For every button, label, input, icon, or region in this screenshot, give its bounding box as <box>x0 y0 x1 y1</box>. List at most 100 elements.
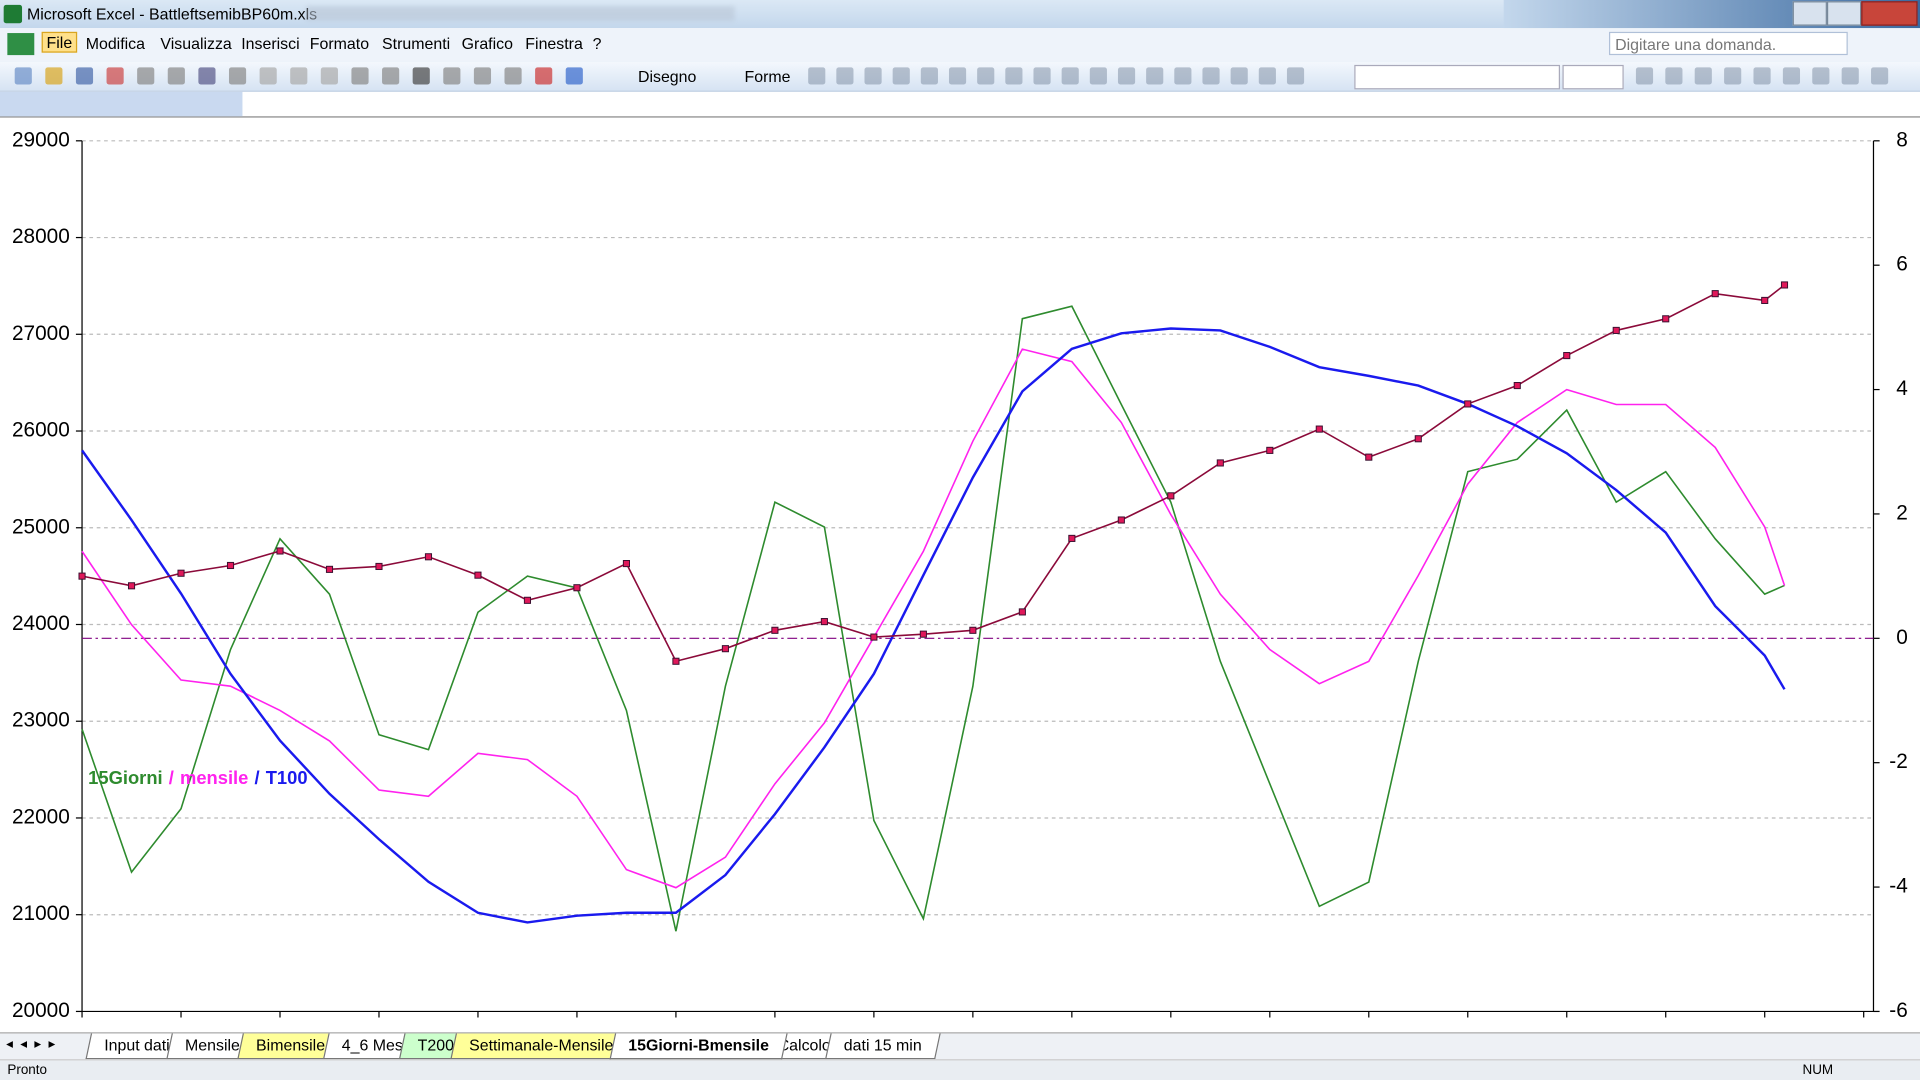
menu-item[interactable]: Inserisci <box>241 34 300 53</box>
toolbar-icon[interactable] <box>290 67 308 85</box>
toolbar-icon[interactable] <box>412 67 430 85</box>
menu-item[interactable]: Finestra <box>525 34 583 53</box>
toolbar-icon[interactable] <box>535 67 553 85</box>
toolbar-icon[interactable] <box>228 67 247 85</box>
maximize-button[interactable] <box>1826 1 1862 26</box>
toolbar-icon[interactable] <box>1230 67 1248 85</box>
tab-label: dati 15 min <box>843 1035 922 1055</box>
data-marker <box>1414 435 1422 443</box>
y2-tick-label: -2 <box>1889 750 1907 773</box>
toolbar-icon[interactable] <box>864 67 882 85</box>
toolbar-icon[interactable] <box>808 67 826 85</box>
toolbar-icon[interactable] <box>1694 67 1712 85</box>
toolbar-icon[interactable] <box>1724 67 1742 85</box>
toolbar-icon[interactable] <box>1871 67 1889 85</box>
y-tick-label: 21000 <box>12 902 70 925</box>
sheet-tab[interactable]: Settimanale-Mensile <box>450 1033 632 1060</box>
toolbar-icon[interactable] <box>198 67 216 85</box>
menu-item[interactable]: ? <box>592 34 602 53</box>
menu-item[interactable]: Modifica <box>85 34 146 53</box>
data-marker <box>969 626 977 634</box>
toolbar-icon[interactable] <box>1753 67 1771 85</box>
toolbar-icon[interactable] <box>106 67 124 85</box>
num-lock: NUM <box>1802 1062 1834 1078</box>
menu-item[interactable]: Grafico <box>461 34 513 53</box>
name-box[interactable] <box>0 91 243 117</box>
toolbar-icon[interactable] <box>1841 67 1859 85</box>
data-marker <box>1315 425 1323 433</box>
toolbar-icon[interactable] <box>1258 67 1276 85</box>
toolbar-icon[interactable] <box>45 67 63 85</box>
toolbar-icon[interactable] <box>443 67 461 85</box>
sheet-tab[interactable]: 15Giorni-Bmensile <box>609 1033 788 1060</box>
tab-label: 4_6 Mesi <box>341 1035 407 1055</box>
menu-item[interactable]: Formato <box>309 34 370 53</box>
close-button[interactable] <box>1861 1 1918 26</box>
data-marker <box>226 561 235 570</box>
y-tick-label: 20000 <box>12 999 70 1022</box>
toolbar-icon[interactable] <box>1174 67 1192 85</box>
toolbar-icon[interactable] <box>1782 67 1801 85</box>
data-marker <box>1761 296 1769 304</box>
menu-item[interactable]: Visualizza <box>160 34 232 53</box>
toolbar-icon[interactable] <box>1089 67 1107 85</box>
toolbar-icon[interactable] <box>1033 67 1051 85</box>
toolbar-icon[interactable] <box>167 67 185 85</box>
toolbar-icon[interactable] <box>1005 67 1023 85</box>
toolbar-icon[interactable] <box>977 67 995 85</box>
toolbar-icon[interactable] <box>1146 67 1164 85</box>
legend-separator: / <box>169 767 174 788</box>
toolbar-icon[interactable] <box>137 67 155 85</box>
data-marker <box>177 569 185 577</box>
data-marker <box>523 596 532 604</box>
toolbar-icon[interactable] <box>320 67 338 85</box>
toolbar-icon[interactable] <box>565 67 583 85</box>
series-line <box>81 327 1786 924</box>
toolbar-icon[interactable] <box>892 67 910 85</box>
toolbar-icon[interactable] <box>259 67 277 85</box>
toolbar-icon[interactable] <box>1635 67 1654 85</box>
data-marker <box>1365 453 1373 461</box>
data-marker <box>721 645 729 653</box>
toolbar-icon[interactable] <box>920 67 938 85</box>
menu-item[interactable]: File <box>41 31 78 53</box>
help-search[interactable]: Digitare una domanda. <box>1608 31 1848 56</box>
y2-tick-label: 6 <box>1896 253 1908 276</box>
toolbar-icon[interactable] <box>351 67 369 85</box>
toolbar-icon[interactable] <box>836 67 854 85</box>
sheet-tab[interactable]: dati 15 min <box>825 1033 941 1060</box>
toolbar-icon[interactable] <box>75 67 94 85</box>
toolbar-icon[interactable] <box>504 67 522 85</box>
toolbar-icon[interactable] <box>948 67 967 85</box>
toolbar-icon[interactable] <box>1812 67 1830 85</box>
toolbar-icon[interactable] <box>1665 67 1683 85</box>
toolbar: Disegno Forme <box>0 61 1920 92</box>
data-marker <box>1612 326 1620 334</box>
y-tick-label: 29000 <box>12 128 70 151</box>
doc-icon <box>7 33 35 56</box>
shapes-menu[interactable]: Forme <box>744 67 791 86</box>
legend-separator: / <box>255 767 260 788</box>
menu-item[interactable]: Strumenti <box>382 34 451 53</box>
toolbar-icon[interactable] <box>1117 67 1136 85</box>
data-marker <box>1216 459 1224 467</box>
window-title: Microsoft Excel - BattleftsemibBP60m.xls <box>26 4 318 24</box>
tab-label: 15Giorni-Bmensile <box>628 1035 769 1055</box>
tab-scroll-buttons[interactable]: ◂◂▸▸ <box>6 1037 63 1052</box>
toolbar-icon[interactable] <box>1061 67 1079 85</box>
size-box[interactable] <box>1562 64 1624 90</box>
font-box[interactable] <box>1354 64 1561 90</box>
toolbar-icon[interactable] <box>382 67 400 85</box>
drawing-menu[interactable]: Disegno <box>637 67 697 86</box>
data-marker <box>1780 281 1789 289</box>
y-tick-label: 24000 <box>12 612 70 635</box>
toolbar-icon[interactable] <box>473 67 492 85</box>
series-line <box>81 284 1785 663</box>
toolbar-icon[interactable] <box>1202 67 1220 85</box>
toolbar-icon[interactable] <box>1286 67 1305 85</box>
data-marker <box>1018 608 1026 616</box>
minimize-button[interactable] <box>1792 1 1827 26</box>
chart: 20000 21000 22000 23000 24000 25000 26000 27000… <box>12 128 1908 1022</box>
toolbar-icon[interactable] <box>14 67 32 85</box>
legend-entry: 15Giorni <box>88 767 162 788</box>
